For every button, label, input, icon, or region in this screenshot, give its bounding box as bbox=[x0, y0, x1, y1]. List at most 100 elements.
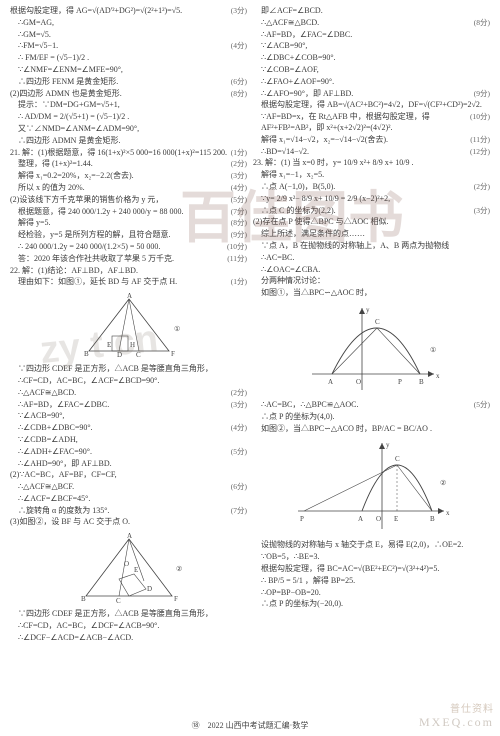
line-text: ∵AF=BD=x，在 Rt△AFB 中，根据勾股定理，得 AF²+FB²=AB²… bbox=[261, 112, 468, 134]
points-label: (8分) bbox=[474, 18, 490, 28]
text-line: ∵点 A，B 在抛物线的对称轴上，A、B 两点为抛物线 bbox=[253, 241, 490, 252]
line-text: 解得 x₁=−1，x₂=5. bbox=[261, 170, 490, 181]
text-line: ∵四边形 CDEF 是正方形，△ACB 是等腰直角三角形， bbox=[10, 609, 247, 620]
line-text: 解得 x₁=0.2=20%，x₂=−2.2(舍去). bbox=[18, 171, 229, 182]
text-line: (2)设该线下方千克苹果的销售价格为 y 元，(5分) bbox=[10, 195, 247, 206]
line-text: ∵∠COB=∠AOF, bbox=[261, 65, 490, 76]
text-line: 所以 x 的值为 20%.(4分) bbox=[10, 183, 247, 194]
text-line: ∴CF=CD，AC=BC，∠ACF=∠BCD=90°. bbox=[10, 376, 247, 387]
text-line: ∴点 C 的坐标为(2,2).(3分) bbox=[253, 206, 490, 217]
svg-text:y: y bbox=[366, 306, 370, 314]
line-text: 设抛物线的对称轴与 x 轴交于点 E，易得 E(2,0)，∴OE=2. bbox=[261, 540, 490, 551]
line-text: ∴∠ACF=∠BCF=45°. bbox=[18, 494, 247, 505]
text-line: ∴∠AHD=90°，即 AF⊥BD. bbox=[10, 459, 247, 470]
svg-text:C: C bbox=[375, 318, 380, 326]
text-line: ∴AC=BC，∴△BPC≌△AOC.(5分) bbox=[253, 400, 490, 411]
line-text: ∴△ACF≅△BCD. bbox=[261, 18, 472, 29]
line-text: (3)如图②，设 BF 与 AC 交于点 O. bbox=[10, 517, 247, 528]
text-line: 如图①，当△BPC∽△AOC 时， bbox=[253, 288, 490, 299]
line-text: 23. 解：(1) 当 x=0 时，y= 10/9 x²+ 8/9 x+ 10/… bbox=[253, 158, 490, 169]
text-line: 分两种情况讨论： bbox=[253, 276, 490, 287]
svg-text:A: A bbox=[127, 292, 132, 300]
line-text: 解得 y=5. bbox=[18, 218, 229, 229]
line-text: ∴CF=CD，AC=BC，∠ACF=∠BCD=90°. bbox=[18, 376, 247, 387]
text-line: 如图②，当△BPC∽△ACO 时，BP/AC = BC/AO . bbox=[253, 424, 490, 435]
points-label: (1分) bbox=[231, 148, 247, 158]
line-text: ∴GM=AG, bbox=[18, 18, 247, 29]
line-text: ∴∠AHD=90°，即 AF⊥BD. bbox=[18, 459, 247, 470]
text-line: 22. 解：(1)结论：AF⊥BD，AF⊥BD. bbox=[10, 266, 247, 277]
line-text: ∴∠AFO=90°，即 AF⊥BD. bbox=[261, 89, 472, 100]
text-line: ∴OP=BP−OB=20. bbox=[253, 588, 490, 599]
points-label: (6分) bbox=[231, 482, 247, 492]
points-label: (5分) bbox=[231, 447, 247, 457]
line-text: 所以 x 的值为 20%. bbox=[18, 183, 229, 194]
points-label: (9分) bbox=[474, 89, 490, 99]
line-text: ∵∠CDB=∠ADH, bbox=[18, 435, 247, 446]
text-line: ∵∠ACB=90°, bbox=[253, 41, 490, 52]
text-line: ∴∠AFO=90°，即 AF⊥BD.(9分) bbox=[253, 89, 490, 100]
points-label: (5分) bbox=[474, 400, 490, 410]
text-line: ∴ FM/EF = (√5−1)/2 . bbox=[10, 53, 247, 64]
text-line: ∵∠ACB=90°, bbox=[10, 411, 247, 422]
svg-text:F: F bbox=[174, 595, 178, 603]
line-text: ∴四边形 ADMN 是黄金矩形. bbox=[18, 136, 247, 147]
line-text: ∴∠OAC=∠CBA. bbox=[261, 265, 490, 276]
points-label: (8分) bbox=[231, 89, 247, 99]
line-text: 21. 解：(1)根据题意，得 16(1+x)²×5 000=16 000(1+… bbox=[10, 148, 229, 159]
svg-text:O: O bbox=[356, 378, 361, 386]
line-text: 根据勾股定理，得 AG=√(AD'²+DG²)=√(2²+1²)=√5. bbox=[10, 6, 229, 17]
line-text: 答：2020 年该合作社共收取了苹果 5 万千克. bbox=[18, 254, 225, 265]
text-line: (2)∵AC=BC，AF=BF，CF=CF, bbox=[10, 470, 247, 481]
text-line: 解得 x₁=0.2=20%，x₂=−2.2(舍去).(3分) bbox=[10, 171, 247, 182]
text-line: ∴∠DBC+∠COB=90°. bbox=[253, 53, 490, 64]
text-line: ∴点 P 的坐标为(−20,0). bbox=[253, 599, 490, 610]
text-line: 理由如下：如图①，延长 BD 与 AF 交于点 H.(1分) bbox=[10, 277, 247, 288]
line-text: ∵y= 2/9 x²− 8/9 x+ 10/9 = 2/9 (x−2)²+2, bbox=[261, 194, 490, 205]
text-line: ∵OB=5，∴BE=3. bbox=[253, 552, 490, 563]
points-label: (4分) bbox=[231, 183, 247, 193]
line-text: ∴四边形 FENM 是黄金矩形. bbox=[18, 77, 229, 88]
text-line: ∴旋转角 α 的度数为 135°.(7分) bbox=[10, 506, 247, 517]
line-text: (2)存在点 P 使得△BPC 与△AOC 相似. bbox=[253, 217, 490, 228]
svg-text:E: E bbox=[134, 566, 138, 574]
text-line: (2)四边形 ADMN 也是黄金矩形.(8分) bbox=[10, 89, 247, 100]
figure-triangle-2: ABF CD EO ② bbox=[74, 531, 184, 606]
text-line: ∴△ACF≅△BCD.(2分) bbox=[10, 388, 247, 399]
svg-text:P: P bbox=[398, 378, 402, 386]
line-text: ∴BD=√14−√2. bbox=[261, 147, 468, 158]
svg-text:C: C bbox=[136, 351, 141, 359]
line-text: 综上所述，满足条件的点…… bbox=[261, 229, 490, 240]
points-label: (8分) bbox=[231, 218, 247, 228]
text-line: 整理，得 (1+x)²=1.44.(2分) bbox=[10, 159, 247, 170]
text-line: ∴AC=BC. bbox=[253, 253, 490, 264]
line-text: 如图②，当△BPC∽△ACO 时，BP/AC = BC/AO . bbox=[261, 424, 490, 435]
line-text: 分两种情况讨论： bbox=[261, 276, 490, 287]
svg-text:②: ② bbox=[440, 479, 446, 487]
text-line: ∴四边形 FENM 是黄金矩形.(6分) bbox=[10, 77, 247, 88]
line-text: ∴∠DCF−∠ACD=∠ACB−∠ACD. bbox=[18, 633, 247, 644]
svg-text:P: P bbox=[300, 515, 304, 523]
figure-parabola-1: AO PB Cxy ① bbox=[302, 302, 442, 397]
svg-text:A: A bbox=[358, 515, 363, 523]
line-text: ∴点 C 的坐标为(2,2). bbox=[261, 206, 472, 217]
text-line: ∴GM=√5. bbox=[10, 30, 247, 41]
line-text: ∴ 240 000/1.2y = 240 000/(1.2×5) = 50 00… bbox=[18, 242, 225, 253]
svg-text:C: C bbox=[395, 455, 400, 463]
points-label: (1分) bbox=[231, 277, 247, 287]
page-footer: ⑱ 2022 山西中考试题汇编·数学 bbox=[0, 721, 500, 732]
svg-text:D: D bbox=[147, 585, 152, 593]
line-text: 理由如下：如图①，延长 BD 与 AF 交于点 H. bbox=[18, 277, 229, 288]
points-label: (7分) bbox=[231, 506, 247, 516]
line-text: ∴CF=CD，AC=BC，∠DCF=∠ACB=90°. bbox=[18, 621, 247, 632]
text-line: ∵AF=BD=x，在 Rt△AFB 中，根据勾股定理，得 AF²+FB²=AB²… bbox=[253, 112, 490, 134]
text-line: 即∠ACF=∠BCD. bbox=[253, 6, 490, 17]
text-line: ∴∠CDB+∠DBC=90°.(4分) bbox=[10, 423, 247, 434]
svg-text:①: ① bbox=[174, 325, 180, 333]
text-line: ∴FM=√5−1.(4分) bbox=[10, 41, 247, 52]
points-label: (2分) bbox=[474, 182, 490, 192]
points-label: (4分) bbox=[231, 423, 247, 433]
svg-text:B: B bbox=[430, 515, 435, 523]
text-line: ∵∠CDB=∠ADH, bbox=[10, 435, 247, 446]
line-text: ∴点 P 的坐标为(4,0). bbox=[261, 412, 490, 423]
